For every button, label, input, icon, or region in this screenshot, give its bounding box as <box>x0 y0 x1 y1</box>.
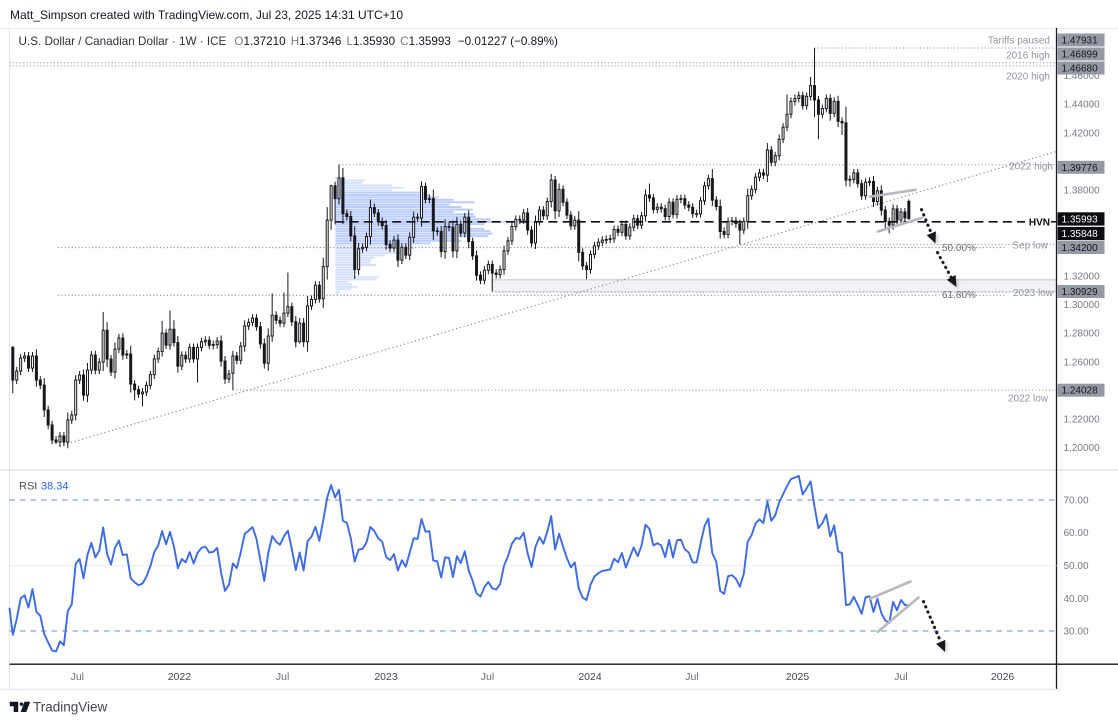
svg-text:2023 low: 2023 low <box>1013 288 1054 299</box>
svg-text:2022 low: 2022 low <box>1008 394 1049 405</box>
svg-text:2016 high: 2016 high <box>1006 51 1050 62</box>
svg-text:Jul: Jul <box>894 671 907 683</box>
svg-text:2022 high: 2022 high <box>1009 161 1053 172</box>
svg-text:1.35993: 1.35993 <box>1062 215 1099 226</box>
svg-text:1.38000: 1.38000 <box>1064 186 1101 197</box>
svg-text:61.80%: 61.80% <box>942 290 976 301</box>
svg-text:1.34200: 1.34200 <box>1062 243 1099 254</box>
svg-text:1.28000: 1.28000 <box>1064 329 1101 340</box>
svg-text:1.46899: 1.46899 <box>1062 50 1099 61</box>
svg-text:50.00%: 50.00% <box>942 243 976 254</box>
svg-text:50.00: 50.00 <box>1064 561 1089 572</box>
svg-text:1.30000: 1.30000 <box>1064 300 1101 311</box>
svg-text:1.22000: 1.22000 <box>1064 415 1101 426</box>
svg-text:RSI: RSI <box>19 481 37 493</box>
svg-text:1.44000: 1.44000 <box>1064 100 1101 111</box>
svg-text:1.20000: 1.20000 <box>1064 443 1101 454</box>
svg-text:Jul: Jul <box>276 671 289 683</box>
svg-text:1.32000: 1.32000 <box>1064 271 1101 282</box>
svg-text:2025: 2025 <box>786 671 810 683</box>
svg-text:Jul: Jul <box>481 671 494 683</box>
svg-text:1.24028: 1.24028 <box>1062 386 1099 397</box>
svg-text:1.46000: 1.46000 <box>1064 71 1101 82</box>
svg-text:70.00: 70.00 <box>1064 496 1089 507</box>
svg-text:2024: 2024 <box>578 671 602 683</box>
svg-text:2022: 2022 <box>168 671 192 683</box>
svg-text:60.00: 60.00 <box>1064 528 1089 539</box>
svg-text:2026: 2026 <box>991 671 1015 683</box>
svg-text:Sep low: Sep low <box>1012 241 1048 252</box>
svg-text:Jul: Jul <box>685 671 698 683</box>
svg-text:1.46680: 1.46680 <box>1062 64 1099 75</box>
svg-text:1.26000: 1.26000 <box>1064 357 1101 368</box>
svg-text:HVN: HVN <box>1029 217 1050 228</box>
svg-text:1.47931: 1.47931 <box>1062 36 1099 47</box>
svg-text:38.34: 38.34 <box>41 481 69 493</box>
svg-text:1.30929: 1.30929 <box>1062 287 1099 298</box>
svg-text:1.35848: 1.35848 <box>1062 229 1099 240</box>
svg-text:40.00: 40.00 <box>1064 594 1089 605</box>
svg-text:Jul: Jul <box>71 671 84 683</box>
svg-text:1.42000: 1.42000 <box>1064 128 1101 139</box>
svg-text:Matt_Simpson created with Trad: Matt_Simpson created with TradingView.co… <box>10 8 403 22</box>
svg-text:TradingView: TradingView <box>33 700 108 715</box>
svg-text:1.39776: 1.39776 <box>1062 163 1099 174</box>
svg-text:2023: 2023 <box>374 671 398 683</box>
svg-text:2020 high: 2020 high <box>1006 72 1050 83</box>
svg-text:Tariffs paused: Tariffs paused <box>988 36 1050 47</box>
svg-text:30.00: 30.00 <box>1064 627 1089 638</box>
